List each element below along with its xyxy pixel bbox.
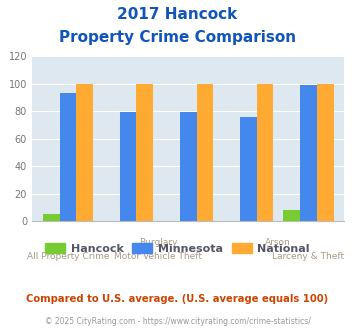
Text: Motor Vehicle Theft: Motor Vehicle Theft: [114, 252, 202, 261]
Bar: [317, 83, 334, 221]
Bar: [300, 85, 317, 221]
Text: 2017 Hancock: 2017 Hancock: [118, 7, 237, 21]
Text: Burglary: Burglary: [139, 238, 178, 247]
Text: Property Crime Comparison: Property Crime Comparison: [59, 30, 296, 45]
Bar: [136, 83, 153, 221]
Text: All Property Crime: All Property Crime: [27, 252, 109, 261]
Bar: [197, 83, 213, 221]
Text: Arson: Arson: [266, 238, 291, 247]
Bar: [240, 116, 257, 221]
Bar: [180, 113, 197, 221]
Bar: [283, 210, 300, 221]
Text: Larceny & Theft: Larceny & Theft: [272, 252, 344, 261]
Text: © 2025 CityRating.com - https://www.cityrating.com/crime-statistics/: © 2025 CityRating.com - https://www.city…: [45, 317, 310, 326]
Text: Compared to U.S. average. (U.S. average equals 100): Compared to U.S. average. (U.S. average …: [26, 294, 329, 304]
Bar: [60, 93, 76, 221]
Bar: [257, 83, 273, 221]
Bar: [76, 83, 93, 221]
Legend: Hancock, Minnesota, National: Hancock, Minnesota, National: [40, 239, 315, 258]
Bar: [120, 113, 136, 221]
Bar: [43, 214, 60, 221]
